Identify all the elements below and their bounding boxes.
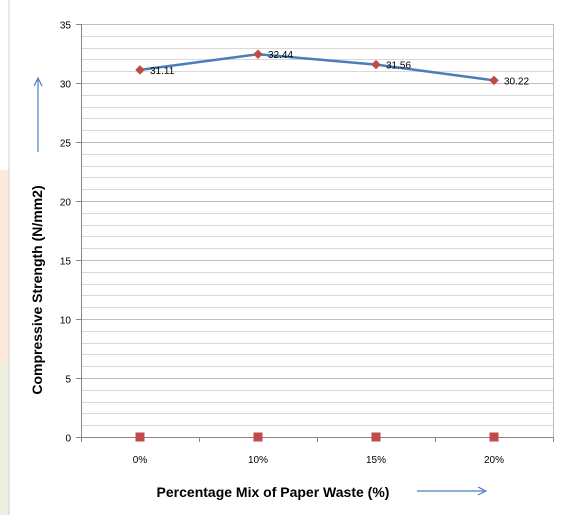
y-tick-label: 0 [65, 434, 71, 445]
y-axis-arrow-head [33, 76, 43, 87]
y-tick-label: 15 [60, 257, 72, 268]
x-axis-arrow-head [477, 486, 488, 496]
data-label: 31.11 [150, 66, 175, 77]
data-label: 31.56 [386, 61, 411, 72]
y-tick-label: 5 [65, 375, 71, 386]
y-tick-label: 30 [60, 80, 72, 91]
data-point-marker [253, 49, 263, 60]
zero-point-marker [253, 432, 263, 442]
x-axis-title-group: Percentage Mix of Paper Waste (%) [157, 484, 488, 500]
data-label: 30.22 [504, 76, 529, 87]
data-point-marker [489, 75, 499, 86]
y-tick-label: 35 [60, 21, 72, 32]
gridlines [81, 24, 554, 437]
y-tick-label: 25 [60, 139, 72, 150]
data-point-marker [371, 59, 381, 70]
x-axis-title: Percentage Mix of Paper Waste (%) [157, 484, 390, 500]
left-strip-peach [0, 170, 9, 365]
series-line [139, 52, 495, 82]
x-tick-label: 20% [484, 455, 504, 466]
data-point-marker [135, 65, 145, 75]
y-axis-title-group: Compressive Strength (N/mm2) [29, 76, 45, 395]
y-tick-label: 20 [60, 198, 72, 209]
left-strip-white [0, 0, 9, 170]
data-label: 32.44 [268, 50, 293, 61]
left-strip-green [0, 365, 9, 515]
y-axis-title: Compressive Strength (N/mm2) [29, 185, 45, 394]
x-axis: 0% 10% 15% 20% [81, 437, 554, 466]
x-tick-label: 15% [366, 455, 386, 466]
series-layer: 31.11 32.44 31.56 30.22 [135, 49, 529, 442]
zero-point-marker [489, 432, 499, 442]
y-tick-label: 10 [60, 316, 72, 327]
zero-point-marker [371, 432, 381, 442]
y-axis: 0 5 10 15 20 25 30 35 [60, 21, 82, 445]
x-tick-label: 0% [133, 455, 148, 466]
zero-point-marker [135, 432, 145, 442]
x-tick-label: 10% [248, 455, 268, 466]
